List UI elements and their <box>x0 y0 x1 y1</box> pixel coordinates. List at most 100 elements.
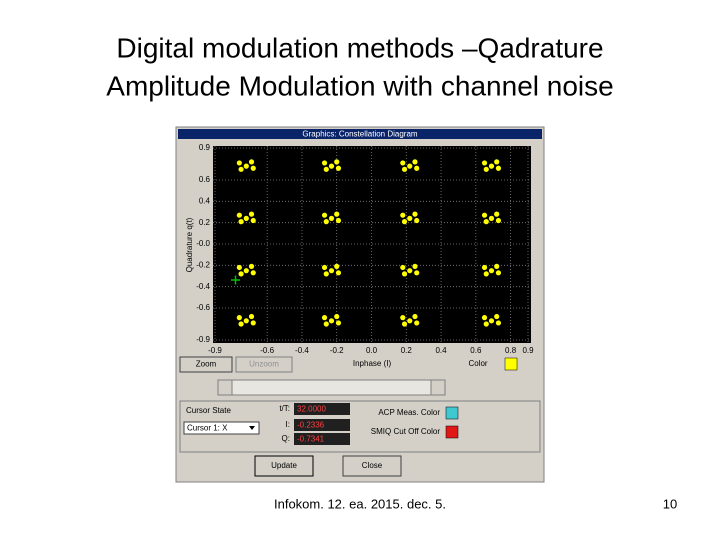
point <box>407 268 413 274</box>
point <box>495 270 502 276</box>
field-box <box>294 403 350 415</box>
close-button[interactable] <box>342 455 402 477</box>
point <box>412 313 418 320</box>
point <box>321 160 328 166</box>
y-tick-label: -0.4 <box>196 282 210 291</box>
point <box>250 217 256 224</box>
field-box <box>294 433 350 445</box>
point <box>407 215 413 221</box>
y-tick-label: -0.2 <box>196 260 210 269</box>
point <box>335 320 342 326</box>
footer: Infokom. 12. ea. 2015. dec. 5. <box>274 496 446 511</box>
point <box>488 318 495 324</box>
x-tick-label: -0.2 <box>330 346 344 355</box>
point <box>328 318 335 324</box>
x-tick-label: -0.4 <box>295 346 309 355</box>
point <box>243 215 249 221</box>
point <box>248 313 255 320</box>
point <box>334 159 340 165</box>
point <box>335 217 342 224</box>
point <box>321 264 328 271</box>
x-axis-label: Inphase (I) <box>353 359 392 368</box>
x-tick-label: 0.0 <box>366 346 378 355</box>
page-number: 10 <box>663 496 677 511</box>
acp-swatch[interactable] <box>445 406 459 420</box>
point <box>414 165 420 171</box>
field-value: 32.0000 <box>297 405 326 414</box>
point <box>328 163 335 169</box>
zoom-button-text: Zoom <box>196 360 217 369</box>
x-tick-label: 0.2 <box>401 346 413 355</box>
point <box>494 313 500 320</box>
unzoom-button[interactable] <box>235 356 293 373</box>
cursor-state-label: Cursor State <box>186 406 231 415</box>
point <box>323 219 329 225</box>
x-tick-label: 0.6 <box>470 346 482 355</box>
point <box>250 165 256 171</box>
point <box>400 264 406 271</box>
update-button-text: Update <box>271 461 297 470</box>
point <box>335 270 342 276</box>
point <box>236 160 242 166</box>
point <box>495 165 502 171</box>
point <box>323 321 329 327</box>
point <box>243 318 249 324</box>
x-tick-label: 0.4 <box>435 346 447 355</box>
x-tick-label: 0.9 <box>522 346 534 355</box>
point <box>400 315 406 321</box>
point <box>236 264 242 271</box>
point <box>400 160 406 166</box>
point <box>401 271 408 277</box>
scroll-left[interactable] <box>217 379 233 396</box>
point <box>483 219 489 225</box>
window-title: Graphics: Constellation Diagram <box>302 130 417 139</box>
cursor-select[interactable] <box>183 421 260 435</box>
point <box>248 263 255 269</box>
point <box>321 212 328 218</box>
point <box>483 271 489 277</box>
point <box>483 321 489 327</box>
point <box>250 320 256 326</box>
slide-title-line: Amplitude Modulation with channel noise <box>106 70 613 101</box>
x-tick-label: -0.9 <box>208 346 222 355</box>
point <box>238 271 244 277</box>
x-tick-label: 0.8 <box>505 346 517 355</box>
plot-area <box>213 146 531 343</box>
point <box>236 212 242 218</box>
unzoom-button-text: Unzoom <box>249 360 279 369</box>
point <box>481 264 488 271</box>
cursor-marker <box>231 275 240 285</box>
point <box>401 219 408 225</box>
point <box>412 263 418 269</box>
title-bar <box>178 129 542 139</box>
zoom-button[interactable] <box>179 356 233 373</box>
point <box>328 268 335 274</box>
field-value: -0.2336 <box>297 421 325 430</box>
smiq-label: SMIQ Cut Off Color <box>371 427 441 436</box>
point <box>248 211 255 217</box>
point <box>414 217 420 224</box>
scrollbar[interactable] <box>217 379 446 396</box>
point <box>328 215 335 221</box>
app-window: Graphics: Constellation Diagram Quadratu… <box>175 126 545 483</box>
point <box>248 159 255 165</box>
y-tick-label: 0.6 <box>199 175 211 184</box>
field-label: t/T: <box>279 404 290 413</box>
scroll-right[interactable] <box>430 379 446 396</box>
point <box>238 166 244 172</box>
point <box>488 215 495 221</box>
plot <box>213 146 531 343</box>
dropdown-arrow <box>249 426 255 430</box>
point <box>323 166 329 172</box>
point <box>335 165 342 171</box>
point <box>401 166 408 172</box>
color-label: Color <box>468 359 487 368</box>
point <box>495 320 502 326</box>
y-tick-label: 0.4 <box>199 196 211 205</box>
smiq-swatch[interactable] <box>445 425 459 439</box>
update-button[interactable] <box>254 455 314 477</box>
color-swatch[interactable] <box>504 357 518 371</box>
y-tick-label: 0.2 <box>199 218 211 227</box>
point <box>321 315 328 321</box>
